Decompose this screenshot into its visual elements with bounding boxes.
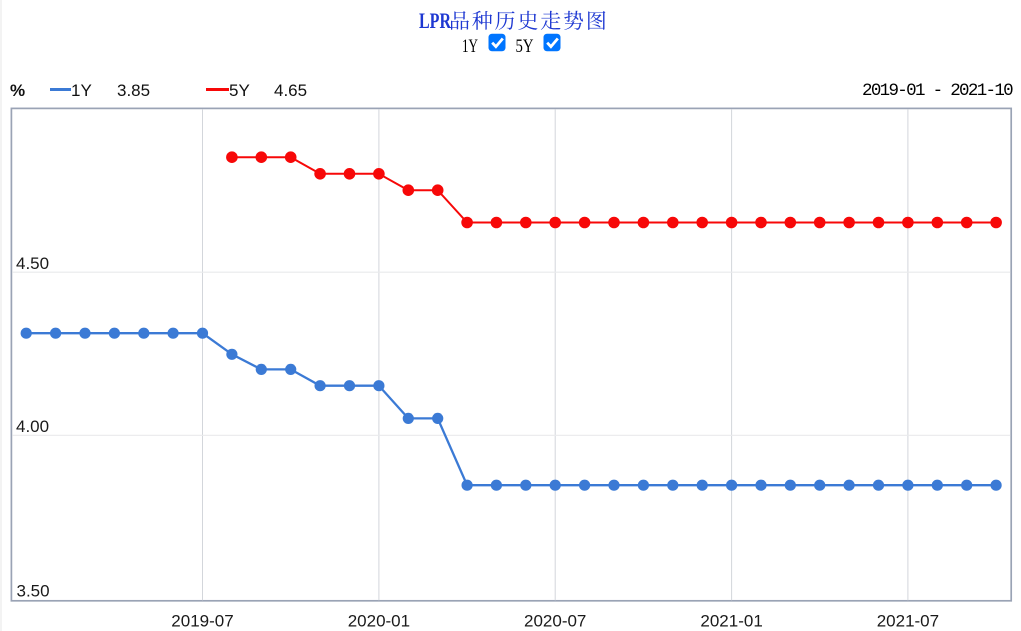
svg-text:1Y: 1Y <box>462 36 478 57</box>
svg-text:4.00: 4.00 <box>16 417 49 436</box>
svg-text:5Y: 5Y <box>516 36 534 57</box>
svg-text:LPR: LPR <box>419 8 452 33</box>
svg-text:4.50: 4.50 <box>16 254 49 273</box>
svg-text:2020-01: 2020-01 <box>348 611 410 630</box>
svg-text:2021-01: 2021-01 <box>700 611 762 630</box>
svg-text:2021-07: 2021-07 <box>877 611 939 630</box>
svg-text:3.50: 3.50 <box>17 582 50 601</box>
svg-text:2019-07: 2019-07 <box>171 611 233 630</box>
svg-text:2020-07: 2020-07 <box>524 611 586 630</box>
